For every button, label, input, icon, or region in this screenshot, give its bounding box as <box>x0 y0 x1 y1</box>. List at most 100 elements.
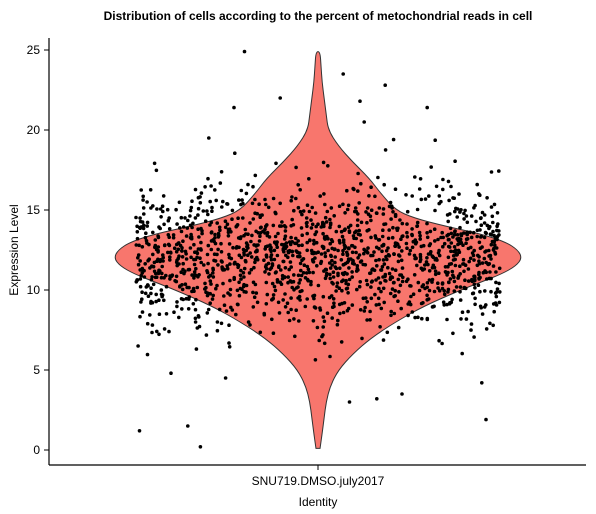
data-point <box>491 323 496 328</box>
data-point <box>354 209 359 214</box>
data-point <box>186 218 190 223</box>
data-point <box>305 231 310 236</box>
data-point <box>425 235 430 240</box>
data-point <box>269 249 273 254</box>
data-point <box>436 286 440 290</box>
data-point <box>298 188 303 192</box>
data-point <box>435 258 439 262</box>
data-point <box>167 329 171 334</box>
data-point <box>240 287 244 292</box>
data-point <box>446 255 451 260</box>
data-point <box>380 265 385 269</box>
data-point <box>480 312 485 316</box>
data-point <box>413 315 417 320</box>
data-point <box>296 273 301 278</box>
data-point <box>154 168 159 173</box>
data-point <box>462 231 466 235</box>
data-point <box>199 240 203 245</box>
data-point <box>260 213 264 217</box>
data-point <box>274 161 278 166</box>
data-point <box>180 254 185 259</box>
data-point <box>232 275 236 280</box>
data-point <box>479 223 484 227</box>
data-point <box>337 204 342 208</box>
data-point <box>235 302 240 307</box>
data-point <box>379 268 384 272</box>
data-point <box>387 228 392 232</box>
data-point <box>321 231 325 236</box>
data-point <box>138 284 143 289</box>
data-point <box>269 253 274 257</box>
data-point <box>478 246 483 251</box>
data-point <box>359 259 364 263</box>
data-point <box>147 242 151 247</box>
data-point <box>251 305 256 309</box>
data-point <box>364 210 368 214</box>
data-point <box>237 293 242 298</box>
data-point <box>386 246 390 250</box>
data-point <box>149 286 153 291</box>
data-point <box>148 266 152 270</box>
data-point <box>491 229 495 234</box>
data-point <box>270 262 275 266</box>
data-point <box>406 313 410 318</box>
data-point <box>396 226 400 231</box>
data-point <box>362 247 366 252</box>
data-point <box>485 196 489 200</box>
data-point <box>466 309 470 314</box>
data-point <box>361 296 366 301</box>
data-point <box>162 222 166 227</box>
data-point <box>359 220 364 225</box>
data-point <box>494 303 499 307</box>
data-point <box>252 265 256 270</box>
data-point <box>473 302 477 307</box>
data-point <box>497 233 501 237</box>
data-point <box>167 227 172 231</box>
data-point <box>274 211 278 216</box>
data-point <box>198 445 203 449</box>
data-point <box>488 321 492 326</box>
data-point <box>328 276 333 281</box>
data-point <box>430 277 435 282</box>
data-point <box>186 307 191 311</box>
data-point <box>239 268 243 273</box>
data-point <box>180 287 185 292</box>
data-point <box>405 246 409 250</box>
data-point <box>328 241 333 246</box>
data-point <box>293 334 297 339</box>
data-point <box>420 316 424 321</box>
data-point <box>181 225 186 229</box>
data-point <box>222 303 227 308</box>
data-point <box>495 237 499 242</box>
data-point <box>376 276 381 280</box>
data-point <box>425 316 430 321</box>
data-point <box>408 248 413 253</box>
data-point <box>381 207 386 211</box>
data-point <box>150 323 155 327</box>
data-point <box>267 235 272 239</box>
data-point <box>270 317 274 322</box>
data-point <box>428 229 433 234</box>
data-point <box>137 225 142 230</box>
data-point <box>154 275 159 280</box>
data-point <box>369 285 373 289</box>
data-point <box>417 187 422 191</box>
data-point <box>283 234 288 238</box>
data-point <box>484 417 488 422</box>
data-point <box>323 215 328 220</box>
data-point <box>446 264 450 269</box>
data-point <box>289 296 293 300</box>
data-point <box>203 185 207 189</box>
data-point <box>271 223 276 228</box>
data-point <box>330 263 335 267</box>
data-point <box>350 243 354 248</box>
data-point <box>303 276 308 280</box>
data-point <box>191 221 195 226</box>
data-point <box>157 225 161 229</box>
data-point <box>153 238 158 242</box>
data-point <box>386 265 390 270</box>
data-point <box>326 164 330 168</box>
data-point <box>196 227 200 231</box>
data-point <box>397 253 401 257</box>
data-point <box>469 235 474 240</box>
